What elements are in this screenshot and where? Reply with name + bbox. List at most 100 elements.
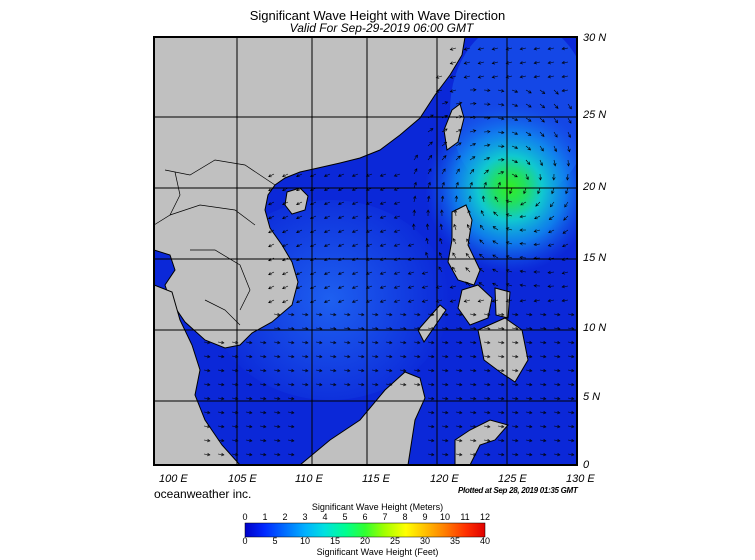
wave-arrow	[505, 269, 513, 273]
feet-tick-label: 15	[329, 536, 340, 546]
colorbar	[244, 522, 486, 538]
wave-arrow	[245, 424, 253, 429]
wave-arrow	[451, 266, 457, 273]
wave-arrow	[427, 354, 435, 359]
wave-arrow	[245, 410, 253, 415]
wave-arrow	[497, 396, 505, 401]
wave-arrow	[379, 187, 387, 191]
wave-arrow	[268, 243, 275, 248]
wave-arrow	[497, 171, 505, 175]
wave-arrow	[455, 354, 463, 359]
mindanao-land	[477, 317, 529, 383]
wave-arrow	[561, 257, 569, 261]
wave-arrow	[441, 128, 448, 133]
wave-arrow	[427, 382, 435, 387]
wave-arrow	[393, 257, 401, 261]
wave-arrow	[525, 117, 532, 122]
wave-arrow	[453, 223, 457, 231]
wave-arrow	[217, 354, 225, 359]
wave-arrow	[519, 299, 527, 303]
wave-arrow	[469, 115, 477, 120]
wave-arrow	[245, 452, 253, 457]
wave-arrow	[407, 285, 415, 289]
wave-arrow	[427, 141, 433, 147]
wave-arrow	[478, 282, 485, 287]
wave-arrow	[357, 354, 365, 359]
meter-tick-label: 5	[342, 512, 348, 522]
wave-arrow	[296, 285, 303, 290]
lat-label-20n: 20 N	[583, 181, 607, 193]
wave-arrow	[455, 142, 462, 147]
wave-arrow	[399, 312, 407, 317]
wave-arrow	[479, 224, 485, 231]
wave-arrow	[497, 340, 505, 345]
wave-arrow	[553, 340, 561, 345]
wave-arrow	[379, 229, 387, 233]
wave-arrow	[454, 195, 459, 203]
wave-arrow	[539, 145, 544, 152]
wave-arrow	[483, 312, 491, 317]
wave-arrow	[351, 299, 359, 303]
lon-label-115e: 115 E	[362, 473, 390, 485]
wave-arrow	[351, 257, 359, 261]
wave-arrow	[371, 354, 379, 359]
wave-arrow	[427, 154, 433, 161]
wave-arrow	[379, 215, 387, 219]
wave-arrow	[427, 368, 435, 373]
map-subtitle: Valid For Sep-29-2019 06:00 GMT	[289, 21, 474, 35]
wave-arrow	[273, 354, 281, 359]
wave-arrow	[287, 410, 295, 415]
wave-arrow	[343, 368, 351, 373]
wave-arrow	[441, 141, 448, 147]
wave-arrow	[525, 354, 533, 359]
lat-label-15n: 15 N	[583, 252, 607, 264]
wave-arrow	[553, 410, 561, 415]
wave-arrow	[567, 368, 575, 373]
wave-arrow	[539, 354, 547, 359]
wave-arrow	[547, 74, 555, 79]
wave-arrow	[525, 382, 533, 387]
wave-arrow	[413, 382, 421, 387]
wave-arrow	[466, 224, 471, 231]
wave-arrow	[371, 382, 379, 387]
wave-arrow	[525, 340, 533, 345]
wave-arrow	[309, 243, 317, 247]
wave-arrow	[427, 128, 434, 133]
wave-arrow	[231, 382, 239, 387]
wave-arrow	[511, 382, 519, 387]
wave-arrow	[469, 88, 477, 92]
wave-arrow	[315, 312, 323, 317]
wave-arrow	[441, 168, 446, 175]
wave-arrow	[497, 438, 505, 443]
wave-arrow	[511, 103, 519, 107]
wave-arrow	[296, 187, 303, 192]
wave-arrow	[282, 201, 289, 206]
map-title: Significant Wave Height with Wave Direct…	[249, 8, 506, 23]
wave-arrow	[282, 257, 289, 262]
samar-land	[494, 287, 511, 319]
meter-tick-label: 4	[322, 512, 328, 522]
wave-arrow	[564, 201, 569, 208]
wave-arrow	[547, 243, 555, 247]
wave-arrow	[483, 116, 491, 120]
wave-arrow	[323, 285, 331, 289]
wave-arrow	[259, 340, 267, 345]
wave-arrow	[296, 229, 303, 234]
wave-arrow	[296, 215, 303, 220]
meter-tick-label: 6	[362, 512, 368, 522]
wave-arrow	[525, 103, 532, 108]
wave-arrow	[525, 396, 533, 401]
wave-arrow	[539, 368, 547, 373]
wave-arrow	[455, 340, 463, 345]
colorbar-title-feet: Significant Wave Height (Feet)	[316, 547, 439, 557]
wave-arrow	[533, 256, 541, 260]
wave-arrow	[203, 424, 211, 429]
wave-arrow	[469, 129, 477, 133]
wave-arrow	[567, 396, 575, 401]
wave-arrow	[343, 354, 351, 359]
wave-arrow	[399, 354, 407, 359]
wave-arrow	[567, 117, 572, 124]
wave-arrow	[245, 340, 253, 345]
meter-tick-label: 9	[422, 512, 428, 522]
wave-arrow	[483, 130, 491, 134]
